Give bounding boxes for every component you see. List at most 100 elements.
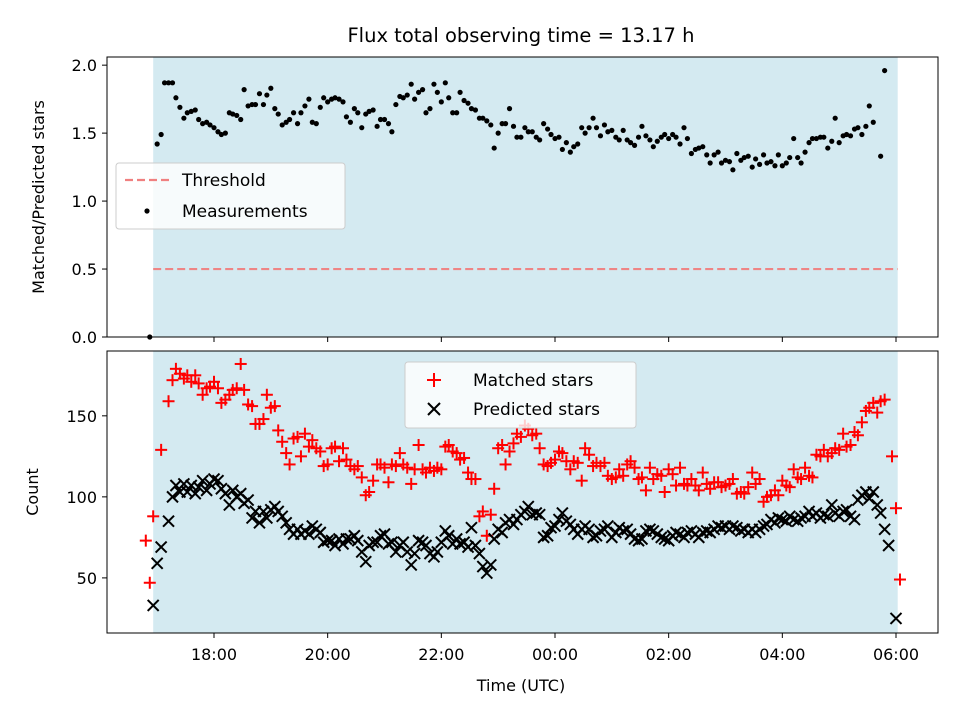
- predicted-star-point: [874, 506, 887, 520]
- predicted-star-point: [871, 498, 884, 512]
- matched-star-point: [564, 463, 577, 476]
- measurement-point: [502, 121, 509, 127]
- measurement-point: [829, 138, 835, 144]
- matched-star-point: [639, 484, 652, 497]
- matched-star-point: [476, 505, 489, 518]
- measurement-point: [647, 137, 653, 143]
- measurement-point: [711, 152, 717, 158]
- matched-star-point: [871, 406, 884, 419]
- measurement-point: [238, 116, 244, 123]
- measurement-point: [666, 135, 672, 142]
- measurement-point: [650, 144, 656, 150]
- measurement-point: [586, 125, 592, 131]
- x-tick-label: 04:00: [759, 645, 805, 664]
- matched-star-point: [291, 430, 304, 443]
- chart-title: Flux total observing time = 13.17 h: [347, 24, 694, 47]
- measurement-point: [791, 135, 797, 142]
- matched-star-point: [389, 460, 402, 473]
- measurement-point: [412, 96, 418, 102]
- predicted-star-point: [495, 526, 509, 539]
- predicted-star-point: [226, 484, 239, 497]
- matched-star-point: [530, 427, 543, 440]
- predicted-star-point: [146, 599, 160, 612]
- measurement-point: [787, 154, 793, 161]
- matched-star-point: [514, 430, 527, 443]
- measurement-point: [571, 144, 577, 150]
- matched-star-point: [166, 374, 179, 387]
- predicted-star-point: [279, 516, 293, 530]
- predicted-star-point: [189, 487, 202, 500]
- matched-star-point: [783, 481, 796, 494]
- measurement-point: [298, 110, 304, 116]
- predicted-star-point: [257, 505, 270, 518]
- measurement-point: [385, 121, 392, 127]
- matched-star-point: [799, 461, 812, 474]
- measurement-point: [332, 95, 338, 101]
- matched-star-point: [742, 481, 755, 494]
- matched-star-point: [405, 477, 418, 490]
- predicted-star-point: [533, 508, 546, 521]
- measurement-point: [279, 122, 285, 128]
- top-y-label: Matched/Predicted stars: [29, 100, 48, 294]
- matched-star-point: [583, 448, 596, 461]
- measurement-point: [764, 160, 770, 166]
- measurement-point: [207, 122, 213, 128]
- matched-star-point: [795, 473, 808, 486]
- matched-star-point: [628, 461, 641, 474]
- matched-star-point: [893, 573, 906, 586]
- matched-star-point: [147, 510, 160, 523]
- legend-matched-swatch: [427, 373, 441, 387]
- predicted-star-point: [776, 513, 789, 526]
- measurement-point: [450, 110, 456, 116]
- predicted-star-point: [397, 536, 410, 549]
- measurement-point: [590, 115, 596, 121]
- measurement-point: [192, 107, 198, 113]
- measurement-point: [700, 144, 706, 150]
- measurement-point: [631, 142, 638, 148]
- matched-star-point: [185, 375, 198, 388]
- matched-star-point: [738, 487, 751, 500]
- matched-star-point: [806, 471, 819, 484]
- measurement-point: [783, 160, 789, 166]
- matched-star-point: [666, 468, 679, 481]
- matched-star-point: [306, 434, 319, 447]
- measurement-point: [264, 92, 270, 98]
- predicted-star-point: [601, 519, 615, 533]
- matched-star-point: [280, 447, 293, 460]
- measurement-point: [309, 119, 315, 125]
- predicted-star-point: [245, 511, 259, 525]
- measurement-point: [684, 135, 691, 142]
- measurement-point: [306, 96, 312, 102]
- measurement-point: [404, 92, 410, 98]
- measurement-point: [541, 121, 547, 127]
- measurement-point: [878, 153, 884, 159]
- predicted-star-point: [253, 516, 266, 530]
- x-tick-label: 18:00: [191, 645, 237, 664]
- measurement-point: [582, 130, 588, 136]
- measurement-point: [795, 154, 801, 161]
- measurement-point: [325, 99, 331, 105]
- predicted-star-point: [548, 519, 562, 533]
- matched-star-point: [283, 458, 296, 471]
- matched-star-point: [268, 400, 281, 413]
- matched-star-point: [302, 440, 315, 453]
- measurement-point: [866, 103, 872, 109]
- measurement-point: [654, 138, 660, 144]
- predicted-star-point: [863, 492, 876, 505]
- measurement-point: [514, 134, 520, 140]
- matched-star-point: [844, 439, 857, 451]
- predicted-star-point: [840, 503, 853, 517]
- matched-star-point: [655, 469, 668, 482]
- matched-star-point: [189, 369, 202, 382]
- matched-stars-points: [139, 357, 906, 589]
- measurement-point: [726, 159, 733, 165]
- matched-star-point: [363, 486, 376, 498]
- matched-star-point: [817, 443, 830, 456]
- matched-star-point: [260, 388, 273, 401]
- measurement-point: [252, 101, 259, 108]
- matched-star-point: [787, 463, 800, 476]
- measurement-point: [313, 121, 319, 127]
- measurement-point: [696, 145, 702, 151]
- predicted-star-point: [655, 531, 668, 544]
- bottom-y-tick-label: 100: [66, 488, 97, 507]
